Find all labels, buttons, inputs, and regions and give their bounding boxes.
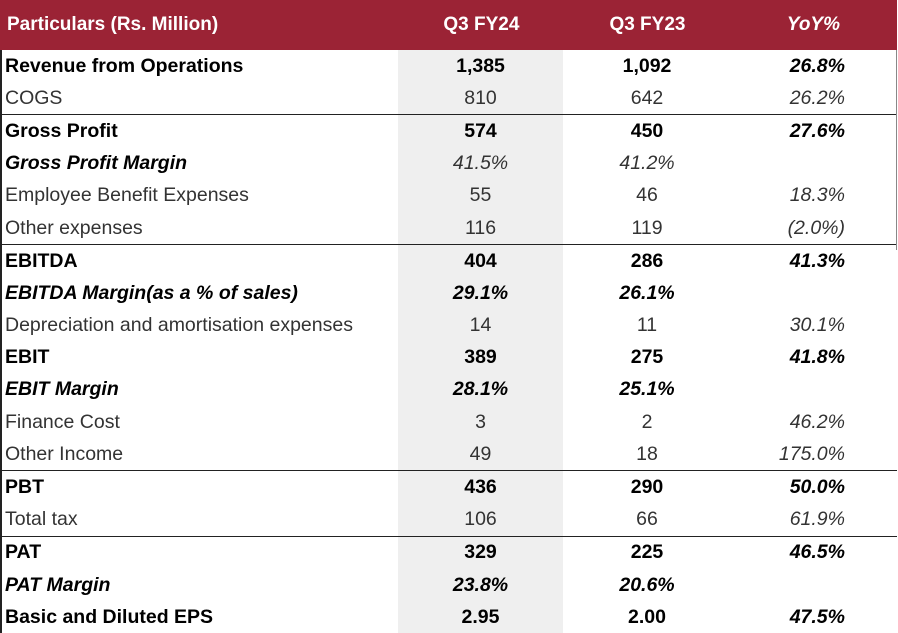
cell-q3fy24: 116 [398, 211, 563, 245]
cell-q3fy24: 28.1% [398, 373, 563, 407]
table-row: Finance Cost 3 2 46.2% [0, 406, 897, 439]
row-label: Depreciation and amortisation expenses [5, 314, 353, 337]
cell-q3fy24: 574 [398, 115, 563, 148]
cell-yoy: 18.3% [789, 184, 845, 207]
cell-q3fy23: 41.2% [619, 152, 675, 175]
cell-q3fy23: 119 [631, 216, 663, 239]
row-label: Gross Profit Margin [5, 152, 188, 175]
row-label: Employee Benefit Expenses [5, 184, 249, 207]
row-label: Total tax [5, 508, 78, 531]
row-label: PBT [5, 476, 44, 499]
cell-q3fy24: 49 [398, 438, 563, 471]
table-right-border [896, 50, 897, 250]
cell-yoy: 30.1% [789, 314, 845, 337]
cell-yoy: 26.8% [789, 54, 845, 77]
table-row: Gross Profit 574 450 27.6% [0, 114, 897, 148]
table-header: Particulars (Rs. Million) Q3 FY24 Q3 FY2… [0, 0, 897, 50]
cell-q3fy23: 225 [630, 541, 664, 564]
cell-q3fy23: 11 [636, 314, 658, 337]
cell-q3fy23: 25.1% [619, 378, 675, 401]
row-label: EBIT [5, 346, 50, 369]
cell-yoy: 46.5% [789, 541, 845, 564]
cell-q3fy24: 3 [398, 406, 563, 439]
table-row: Depreciation and amortisation expenses 1… [0, 309, 897, 342]
row-label: EBITDA [5, 249, 78, 272]
table-row: EBITDA 404 286 41.3% [0, 244, 897, 278]
cell-q3fy24: 1,385 [398, 50, 563, 83]
header-particulars: Particulars (Rs. Million) [7, 14, 219, 35]
row-label: EBITDA Margin(as a % of sales) [5, 281, 298, 304]
cell-q3fy23: 642 [630, 86, 664, 109]
table-row: EBIT 389 275 41.8% [0, 341, 897, 374]
cell-q3fy24: 2.95 [398, 601, 563, 633]
cell-q3fy23: 286 [630, 249, 664, 272]
row-label: Revenue from Operations [5, 54, 244, 77]
row-label: PAT Margin [5, 573, 111, 596]
row-label: EBIT Margin [5, 378, 119, 401]
table-row: Other expenses 116 119 (2.0%) [0, 211, 897, 245]
table-row: PAT Margin 23.8% 20.6% [0, 569, 897, 602]
cell-q3fy23: 275 [630, 346, 664, 369]
cell-q3fy23: 2 [641, 410, 653, 433]
table-left-border [0, 50, 2, 633]
cell-yoy: 41.8% [789, 346, 845, 369]
cell-yoy: 61.9% [789, 508, 845, 531]
cell-q3fy24: 14 [398, 309, 563, 342]
cell-q3fy23: 66 [636, 508, 658, 531]
table-row: COGS 810 642 26.2% [0, 82, 897, 115]
header-yoy: YoY% [786, 14, 840, 35]
cell-q3fy24: 329 [398, 536, 563, 569]
row-label: Other expenses [5, 216, 143, 239]
row-label: Basic and Diluted EPS [5, 605, 214, 628]
cell-yoy: 46.2% [789, 410, 845, 433]
table-row: Total tax 106 66 61.9% [0, 503, 897, 536]
cell-q3fy24: 404 [398, 245, 563, 278]
cell-q3fy24: 41.5% [398, 147, 563, 180]
cell-yoy: 27.6% [789, 119, 845, 142]
cell-yoy: 26.2% [789, 86, 845, 109]
cell-q3fy23: 450 [630, 119, 664, 142]
table-body: Revenue from Operations 1,385 1,092 26.8… [0, 50, 897, 633]
cell-q3fy23: 2.00 [628, 605, 666, 628]
table-row: EBIT Margin 28.1% 25.1% [0, 373, 897, 407]
cell-q3fy24: 436 [398, 471, 563, 504]
table-row: PBT 436 290 50.0% [0, 470, 897, 504]
table-row: PAT 329 225 46.5% [0, 535, 897, 569]
cell-q3fy23: 26.1% [619, 281, 675, 304]
row-label: Finance Cost [5, 410, 120, 433]
row-label: PAT [5, 541, 42, 564]
header-q3fy24: Q3 FY24 [443, 14, 520, 35]
row-label: COGS [5, 86, 63, 109]
table-row: EBITDA Margin(as a % of sales) 29.1% 26.… [0, 277, 897, 310]
cell-yoy: 41.3% [789, 249, 845, 272]
cell-q3fy24: 23.8% [398, 569, 563, 602]
row-label: Gross Profit [5, 119, 118, 142]
cell-q3fy23: 290 [630, 476, 664, 499]
cell-yoy: 47.5% [789, 605, 845, 628]
table-row: Employee Benefit Expenses 55 46 18.3% [0, 179, 897, 212]
cell-q3fy23: 1,092 [622, 54, 672, 77]
cell-q3fy24: 389 [398, 341, 563, 374]
table-row: Other Income 49 18 175.0% [0, 438, 897, 471]
cell-q3fy24: 810 [398, 82, 563, 115]
table-row: Gross Profit Margin 41.5% 41.2% [0, 147, 897, 180]
cell-q3fy24: 106 [398, 503, 563, 536]
cell-q3fy23: 18 [636, 442, 658, 465]
cell-q3fy24: 29.1% [398, 277, 563, 310]
cell-yoy: 50.0% [789, 476, 845, 499]
cell-q3fy24: 55 [398, 179, 563, 212]
row-label: Other Income [5, 442, 124, 465]
table-row: Basic and Diluted EPS 2.95 2.00 47.5% [0, 601, 897, 633]
cell-yoy: 175.0% [778, 442, 845, 465]
cell-q3fy23: 46 [636, 184, 658, 207]
cell-q3fy23: 20.6% [619, 573, 675, 596]
table-row: Revenue from Operations 1,385 1,092 26.8… [0, 50, 897, 83]
header-q3fy23: Q3 FY23 [609, 14, 686, 35]
cell-yoy: (2.0%) [787, 216, 845, 239]
